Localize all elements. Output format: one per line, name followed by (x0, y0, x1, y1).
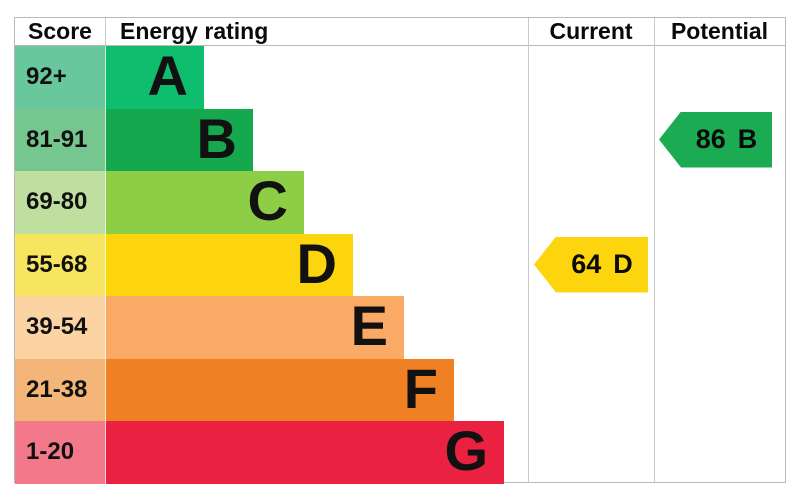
band-row-c: 69-80 C (15, 171, 785, 234)
band-score-range-f: 21-38 (15, 358, 106, 421)
band-letter-e: E (350, 294, 388, 358)
band-score-range-b: 81-91 (15, 108, 106, 171)
header-energy-rating: Energy rating (120, 18, 269, 44)
band-score-range-g: 1-20 (15, 421, 106, 484)
band-row-b: 81-91 B (15, 106, 785, 171)
band-score-range-e: 39-54 (15, 296, 106, 359)
band-letter-f: F (403, 356, 438, 420)
potential-rating-value: 86 (695, 124, 726, 154)
table-header: Score Energy rating Current Potential (15, 18, 785, 46)
band-letter-b: B (196, 106, 237, 170)
band-row-g: 1-20 G (15, 421, 785, 484)
header-current: Current (549, 18, 633, 44)
band-row-a: 92+ A (15, 46, 785, 109)
band-bar-d: D (106, 231, 353, 296)
band-letter-a: A (147, 44, 188, 108)
band-row-d: 55-68 D (15, 231, 785, 296)
potential-rating-letter: B (737, 124, 758, 154)
band-bar-a: A (106, 46, 204, 109)
band-score-range-d: 55-68 (15, 233, 106, 296)
potential-rating-arrow: 86 B (659, 111, 772, 168)
header-potential: Potential (670, 18, 769, 44)
band-bar-b: B (106, 106, 253, 171)
column-divider-potential (654, 18, 655, 482)
band-row-f: 21-38 F (15, 356, 785, 421)
current-rating-letter: D (613, 249, 633, 279)
band-bar-f: F (106, 356, 454, 421)
band-letter-g: G (444, 419, 488, 483)
epc-table: Score Energy rating Current Potential 92… (14, 17, 786, 484)
header-score: Score (15, 18, 106, 45)
band-bar-g: G (106, 421, 504, 484)
band-bar-e: E (106, 296, 404, 359)
band-score-range-c: 69-80 (15, 171, 106, 234)
band-letter-d: D (296, 231, 337, 295)
band-score-range-a: 92+ (15, 46, 106, 109)
band-bar-c: C (106, 171, 304, 234)
current-rating-value: 64 (571, 249, 602, 279)
column-divider-current (528, 18, 529, 482)
band-letter-c: C (247, 169, 288, 233)
current-rating-arrow: 64 D (534, 236, 648, 293)
band-row-e: 39-54 E (15, 296, 785, 359)
band-rows: 92+ A 81-91 B 69-80 C 55-68 D (15, 46, 785, 484)
